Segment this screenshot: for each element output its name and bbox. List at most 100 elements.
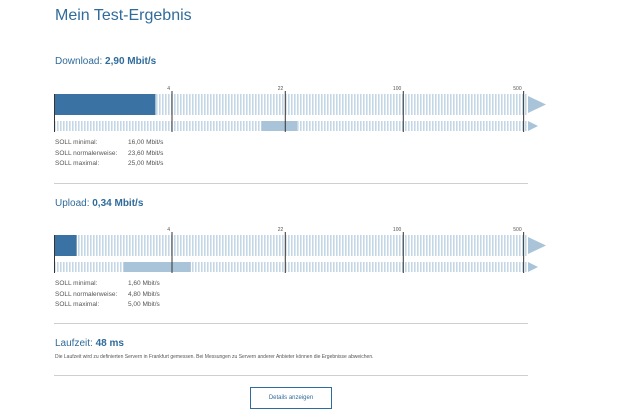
- stripe: [396, 94, 398, 115]
- stripe: [252, 262, 254, 272]
- stripe: [333, 235, 335, 256]
- stripe: [123, 235, 125, 256]
- stripe: [75, 262, 77, 272]
- stripe: [483, 94, 485, 115]
- stripe: [525, 121, 527, 131]
- stripe: [165, 94, 167, 115]
- stripe: [387, 94, 389, 115]
- stripe: [105, 235, 107, 256]
- stripe: [399, 94, 401, 115]
- stripe: [480, 121, 482, 131]
- soll-value: 23,60 Mbit/s: [128, 149, 164, 157]
- stripe: [339, 94, 341, 115]
- stripe: [372, 94, 374, 115]
- stripe: [99, 235, 101, 256]
- stripe: [345, 235, 347, 256]
- stripe: [72, 262, 74, 272]
- stripe: [264, 235, 266, 256]
- stripe: [315, 94, 317, 115]
- stripe: [411, 235, 413, 256]
- stripe: [486, 121, 488, 131]
- stripe: [495, 94, 497, 115]
- stripe: [195, 235, 197, 256]
- stripe: [414, 235, 416, 256]
- stripe: [468, 94, 470, 115]
- stripe: [252, 235, 254, 256]
- stripe: [261, 94, 263, 115]
- stripe: [369, 235, 371, 256]
- stripe: [162, 94, 164, 115]
- stripe: [225, 262, 227, 272]
- stripe: [183, 121, 185, 131]
- stripe: [150, 121, 152, 131]
- stripe: [138, 121, 140, 131]
- stripe: [66, 121, 68, 131]
- stripe: [375, 94, 377, 115]
- stripe: [246, 235, 248, 256]
- stripe: [519, 262, 521, 272]
- stripe: [474, 262, 476, 272]
- stripe: [315, 121, 317, 131]
- details-button[interactable]: Details anzeigen: [250, 387, 332, 409]
- soll-row: SOLL normalerweise: 4,80 Mbit/s: [55, 290, 160, 301]
- stripe: [300, 262, 302, 272]
- stripe: [492, 121, 494, 131]
- stripe: [120, 121, 122, 131]
- stripe: [333, 94, 335, 115]
- stripe: [201, 121, 203, 131]
- stripe: [255, 262, 257, 272]
- stripe: [393, 94, 395, 115]
- stripe: [477, 121, 479, 131]
- stripe: [426, 262, 428, 272]
- stripe: [489, 121, 491, 131]
- stripe: [291, 94, 293, 115]
- stripe: [501, 262, 503, 272]
- stripe: [378, 94, 380, 115]
- stripe: [423, 235, 425, 256]
- stripe: [444, 262, 446, 272]
- stripe: [63, 121, 65, 131]
- soll-row: SOLL minimal: 16,00 Mbit/s: [55, 138, 163, 149]
- stripe: [273, 262, 275, 272]
- stripe: [399, 262, 401, 272]
- stripe: [291, 235, 293, 256]
- stripe: [228, 262, 230, 272]
- stripe: [252, 94, 254, 115]
- stripe: [312, 262, 314, 272]
- stripe: [342, 262, 344, 272]
- soll-range-bar: [123, 262, 191, 272]
- stripe: [312, 121, 314, 131]
- stripe: [345, 262, 347, 272]
- download-value: 2,90 Mbit/s: [105, 56, 157, 67]
- stripe: [510, 94, 512, 115]
- stripe: [135, 121, 137, 131]
- stripe: [444, 121, 446, 131]
- stripe: [516, 121, 518, 131]
- stripe: [231, 235, 233, 256]
- stripe: [417, 94, 419, 115]
- stripe: [168, 94, 170, 115]
- stripe: [96, 235, 98, 256]
- stripe: [108, 121, 110, 131]
- stripe: [468, 121, 470, 131]
- stripe: [81, 235, 83, 256]
- stripe: [309, 94, 311, 115]
- stripe: [237, 262, 239, 272]
- stripe: [525, 262, 527, 272]
- stripe: [243, 121, 245, 131]
- soll-label: SOLL maximal:: [55, 160, 100, 167]
- stripe: [57, 121, 59, 131]
- stripe: [414, 121, 416, 131]
- stripe: [360, 262, 362, 272]
- stripe: [318, 262, 320, 272]
- stripe: [384, 235, 386, 256]
- stripe: [399, 121, 401, 131]
- stripe: [369, 94, 371, 115]
- stripe: [84, 121, 86, 131]
- stripe: [303, 262, 305, 272]
- divider: [54, 375, 528, 376]
- stripe: [456, 262, 458, 272]
- stripe: [354, 121, 356, 131]
- stripe: [117, 235, 119, 256]
- stripe: [222, 262, 224, 272]
